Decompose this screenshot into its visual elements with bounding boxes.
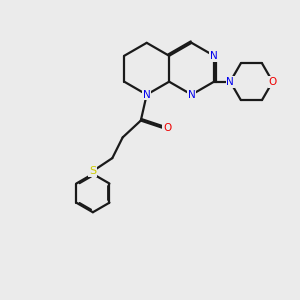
Text: O: O	[268, 77, 277, 87]
Text: N: N	[210, 51, 218, 61]
Text: S: S	[89, 166, 96, 176]
Text: N: N	[143, 90, 151, 100]
Text: N: N	[226, 77, 234, 87]
Text: O: O	[163, 123, 171, 133]
Text: N: N	[188, 90, 196, 100]
